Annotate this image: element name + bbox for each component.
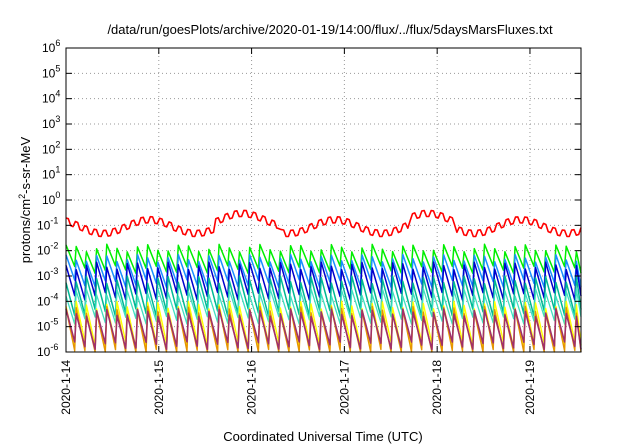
series-line-5 [65, 288, 582, 325]
y-tick-label: 102 [42, 139, 60, 156]
y-tick-label: 105 [42, 63, 60, 80]
x-tick-label: 2020-1-16 [245, 360, 259, 415]
series-line-1 [65, 243, 582, 275]
y-tick-label: 10-4 [37, 291, 58, 308]
x-tick-label: 2020-1-15 [152, 360, 166, 415]
series-line-0 [65, 209, 582, 238]
y-tick-label: 104 [42, 89, 60, 106]
x-tick-label: 2020-1-18 [430, 360, 444, 415]
grid [66, 48, 581, 352]
series-line-2 [65, 253, 582, 289]
y-tick-label: 101 [42, 165, 60, 182]
y-tick-label: 10-2 [37, 241, 58, 258]
y-tick-label: 10-3 [37, 266, 58, 283]
series-line-3 [65, 261, 582, 301]
series-line-8 [65, 308, 582, 351]
y-tick-label: 10-1 [37, 215, 58, 232]
series-line-7 [65, 305, 582, 353]
series-group [65, 209, 582, 353]
y-axis-title: protons/cm2-s-sr-MeV [17, 136, 33, 263]
x-tick-label: 2020-1-17 [337, 360, 351, 415]
y-tick-label: 103 [42, 114, 60, 131]
ticks [65, 47, 581, 353]
chart-title: /data/run/goesPlots/archive/2020-01-19/1… [107, 22, 553, 37]
y-tick-label: 10-5 [37, 317, 58, 334]
x-axis-title: Coordinated Universal Time (UTC) [223, 429, 422, 444]
y-tick-label: 106 [42, 38, 60, 55]
y-tick-label: 100 [42, 190, 60, 207]
series-line-4 [65, 275, 582, 318]
y-tick-label: 10-6 [37, 342, 58, 359]
y-tick-labels: 10-6 10-5 10-4 10-3 10-2 10-1 100 101 102 103 104 1… [37, 38, 60, 359]
x-tick-label: 2020-1-14 [59, 360, 73, 415]
x-tick-label: 2020-1-19 [523, 360, 537, 415]
x-tick-labels: 2020-1-14 2020-1-15 2020-1-16 2020-1-17 2020… [59, 360, 537, 415]
